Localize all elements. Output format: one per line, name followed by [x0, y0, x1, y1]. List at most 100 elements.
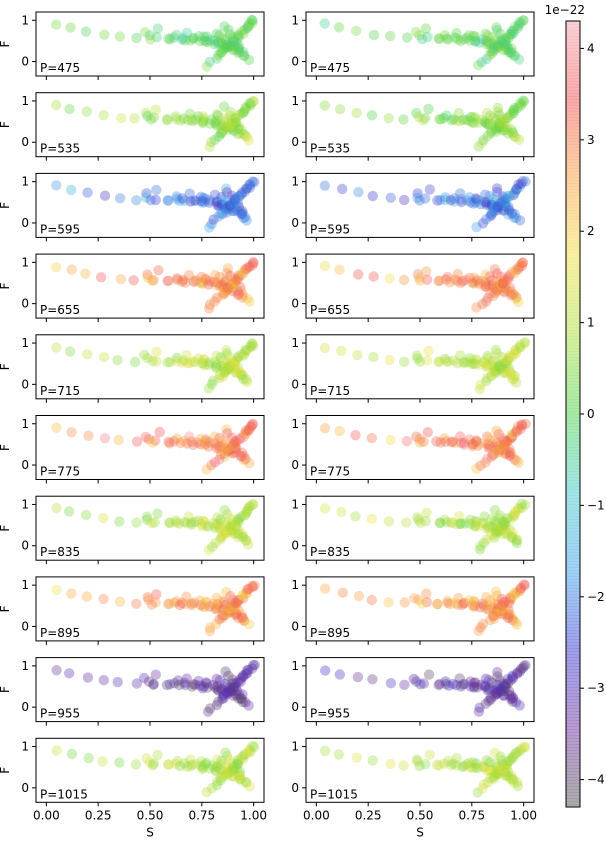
scatter-point: [479, 511, 490, 522]
y-tick-label: 0: [21, 135, 29, 149]
scatter-point: [210, 522, 221, 533]
scatter-point: [98, 675, 110, 686]
y-tick-label: 0: [291, 297, 299, 311]
scatter-point: [233, 43, 244, 54]
scatter-point: [240, 102, 251, 113]
scatter-point: [217, 289, 228, 301]
scatter-point: [489, 685, 500, 696]
scatter-point: [507, 612, 518, 624]
scatter-point: [477, 598, 488, 609]
scatter-point: [208, 214, 219, 225]
scatter-point: [234, 766, 246, 777]
scatter-point: [485, 110, 496, 121]
scatter-point: [203, 441, 214, 452]
scatter-point: [498, 276, 509, 287]
scatter-point: [226, 279, 238, 290]
scatter-point: [505, 282, 516, 294]
scatter-point: [210, 361, 222, 373]
scatter-point: [455, 194, 467, 205]
colorbar-tick-label: 0: [587, 407, 595, 421]
scatter-point: [440, 192, 451, 203]
scatter-point: [66, 748, 78, 760]
scatter-point: [505, 753, 516, 765]
scatter-point: [487, 521, 499, 533]
scatter-point: [505, 593, 516, 604]
scatter-point: [236, 609, 247, 620]
colorbar-tick-label: 3: [587, 133, 595, 147]
scatter-point: [470, 36, 481, 47]
scatter-point: [336, 345, 347, 356]
scatter-point: [512, 102, 523, 114]
y-tick-label: 0: [291, 700, 299, 714]
colorbar-scale-label: 1e−22: [545, 3, 585, 17]
scatter-point: [171, 193, 183, 205]
scatter-point: [238, 455, 250, 466]
scatter-point: [472, 275, 483, 286]
scatter-point: [214, 454, 225, 465]
scatter-point: [418, 678, 430, 689]
scatter-point: [226, 600, 238, 612]
scatter-point: [216, 46, 228, 58]
scatter-point: [174, 599, 186, 611]
scatter-point: [224, 524, 236, 536]
scatter-point: [414, 437, 426, 448]
scatter-point: [208, 375, 219, 386]
scatter-point: [247, 418, 259, 430]
scatter-point: [201, 464, 212, 475]
scatter-point: [209, 39, 220, 50]
scatter-point: [474, 544, 486, 555]
scatter-point: [232, 47, 244, 59]
scatter-point: [497, 600, 508, 611]
scatter-point: [493, 121, 505, 132]
scatter-point: [515, 424, 526, 435]
scatter-point: [464, 352, 475, 364]
scatter-point: [223, 24, 234, 35]
scatter-point: [230, 443, 241, 454]
scatter-point: [211, 699, 222, 711]
scatter-point: [241, 588, 252, 599]
scatter-point: [484, 682, 495, 694]
scatter-point: [185, 754, 196, 765]
scatter-point: [214, 441, 226, 452]
scatter-point: [491, 688, 502, 700]
scatter-point: [492, 204, 503, 216]
scatter-point: [211, 603, 222, 615]
scatter-point: [520, 499, 531, 510]
scatter-point: [492, 123, 503, 134]
scatter-point: [454, 116, 466, 127]
scatter-point: [237, 289, 249, 301]
scatter-point: [488, 290, 499, 302]
scatter-point: [499, 435, 510, 447]
scatter-point: [319, 180, 330, 191]
scatter-point: [198, 192, 209, 204]
scatter-point: [513, 261, 525, 273]
scatter-point: [420, 516, 431, 527]
scatter-point: [241, 215, 252, 226]
scatter-point: [222, 121, 234, 132]
scatter-point: [230, 273, 241, 285]
scatter-point: [495, 271, 507, 282]
scatter-point: [367, 674, 378, 685]
scatter-point: [233, 516, 244, 527]
scatter-point: [484, 200, 495, 211]
scatter-point: [482, 776, 494, 788]
scatter-point: [114, 31, 126, 42]
scatter-point: [219, 678, 231, 690]
scatter-point: [501, 194, 512, 206]
scatter-point: [141, 188, 152, 199]
scatter-point: [491, 425, 502, 436]
scatter-point: [464, 757, 475, 768]
scatter-point: [497, 517, 509, 528]
scatter-point: [411, 676, 422, 687]
scatter-point: [497, 278, 508, 289]
scatter-point: [227, 761, 238, 772]
scatter-point: [193, 515, 204, 526]
scatter-point: [497, 277, 508, 289]
scatter-point: [464, 272, 475, 284]
scatter-point: [507, 614, 518, 626]
scatter-point: [497, 602, 508, 614]
scatter-point: [223, 203, 234, 214]
scatter-point: [238, 46, 249, 58]
scatter-point: [503, 685, 515, 697]
scatter-point: [515, 342, 526, 353]
